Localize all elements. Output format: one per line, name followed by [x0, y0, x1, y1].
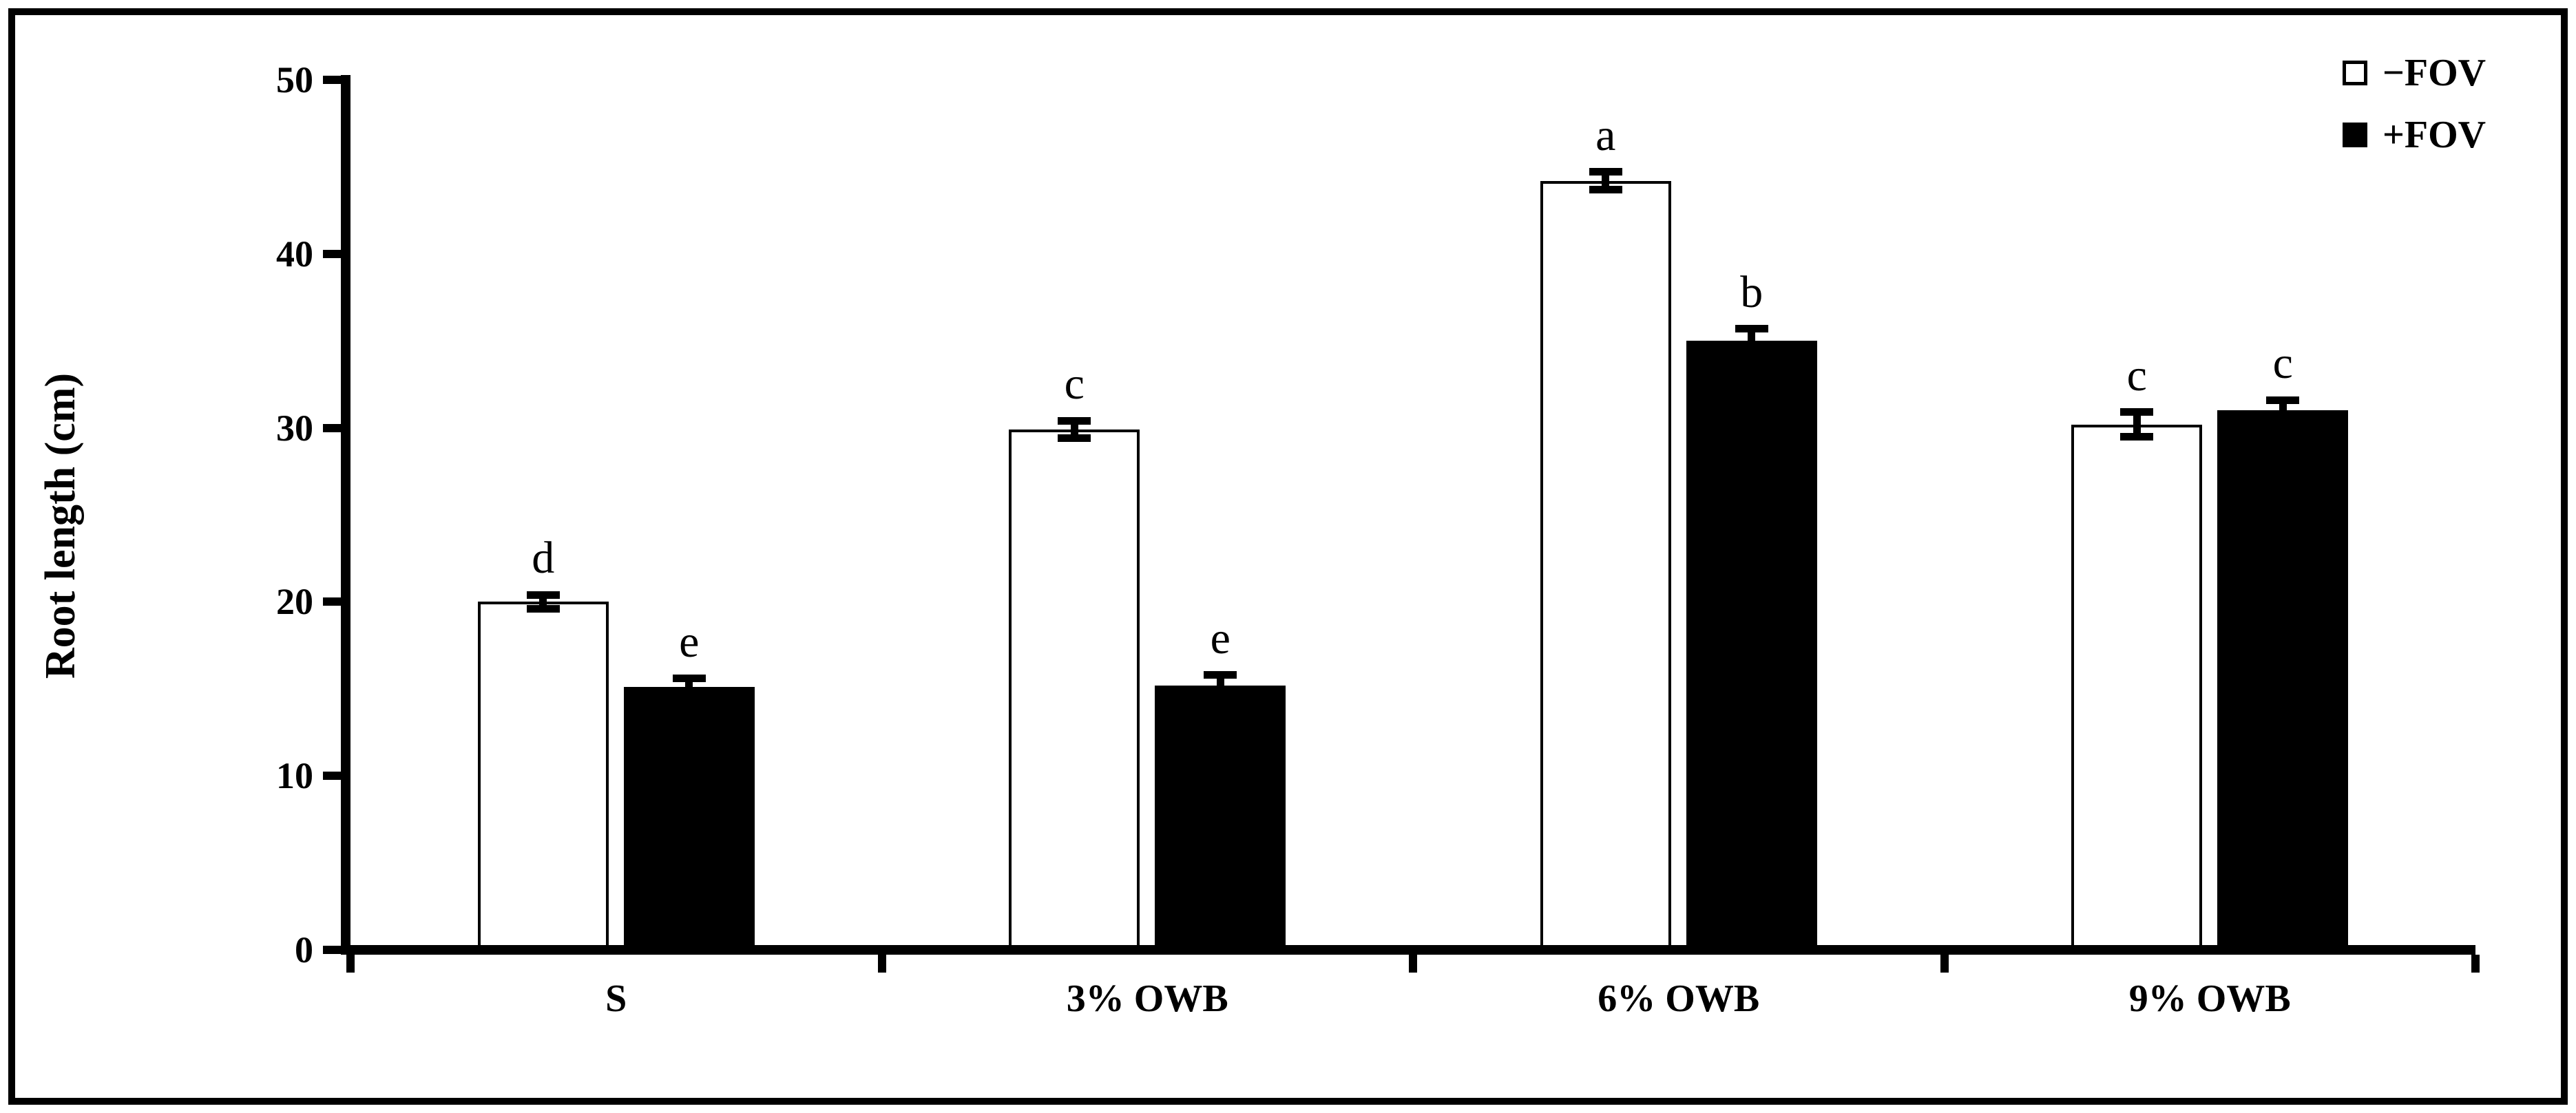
bar-filled-6-owb — [1686, 341, 1817, 955]
error-bar-cap-bottom — [1058, 434, 1091, 443]
error-bar-cap-top — [1204, 671, 1237, 679]
significance-letter: c — [1064, 359, 1085, 410]
y-axis-tick-label: 0 — [295, 929, 313, 971]
y-axis-tick — [323, 249, 341, 258]
bar-open-6-owb — [1540, 180, 1671, 955]
error-bar-line — [685, 678, 693, 696]
error-bar-cap-bottom — [1589, 185, 1622, 193]
error-bar-cap-top — [2120, 408, 2154, 416]
bar-open-s — [477, 602, 609, 955]
filled-square-swatch-icon — [2343, 123, 2367, 147]
bar-filled-3-owb — [1155, 685, 1286, 955]
y-axis-tick — [323, 772, 341, 781]
error-bar-cap-top — [1735, 325, 1768, 332]
bar-open-9-owb — [2071, 424, 2203, 955]
x-axis-tick — [2471, 955, 2480, 973]
open-square-swatch-icon — [2343, 61, 2367, 85]
error-bar-cap-top — [526, 591, 560, 599]
error-bar-line — [1216, 675, 1224, 696]
legend-label-minus-fov: −FOV — [2383, 52, 2486, 94]
error-bar-line — [2279, 400, 2287, 421]
y-axis-tick-label: 50 — [276, 59, 313, 100]
y-axis-tick — [323, 76, 341, 84]
legend: −FOV +FOV — [2343, 51, 2486, 175]
x-axis-tick — [1409, 955, 1417, 973]
error-bar-line — [539, 595, 547, 609]
x-axis-category-label: 9% OWB — [2128, 977, 2291, 1020]
significance-letter: a — [1595, 109, 1616, 160]
error-bar-line — [1748, 328, 1756, 353]
significance-letter: e — [679, 616, 700, 667]
y-axis-tick-label: 10 — [276, 755, 313, 797]
x-axis-category-label: S — [605, 977, 627, 1020]
error-bar-cap-top — [2266, 396, 2300, 404]
y-axis-title: Root length (cm) — [37, 372, 84, 679]
y-axis-tick-label: 30 — [276, 407, 313, 449]
bar-open-3-owb — [1009, 430, 1140, 955]
legend-item-plus-fov: +FOV — [2343, 113, 2486, 157]
y-axis-tick — [323, 946, 341, 954]
x-axis-tick — [346, 955, 355, 973]
bar-filled-9-owb — [2217, 410, 2349, 955]
significance-letter: c — [2126, 350, 2147, 401]
bar-filled-s — [623, 687, 755, 955]
significance-letter: c — [2272, 338, 2293, 389]
significance-letter: e — [1210, 613, 1231, 664]
y-axis-line — [341, 75, 350, 955]
x-axis-tick — [877, 955, 886, 973]
error-bar-cap-bottom — [1204, 692, 1237, 700]
legend-item-minus-fov: −FOV — [2343, 51, 2486, 95]
error-bar-line — [1602, 171, 1610, 190]
error-bar-cap-bottom — [2120, 432, 2154, 441]
y-axis-tick-label: 40 — [276, 233, 313, 275]
error-bar-line — [1070, 421, 1078, 438]
error-bar-cap-top — [672, 675, 706, 683]
significance-letter: b — [1740, 266, 1763, 317]
y-axis-tick — [323, 423, 341, 432]
x-axis-category-label: 3% OWB — [1066, 977, 1228, 1020]
error-bar-cap-bottom — [672, 692, 706, 700]
y-axis-tick — [323, 597, 341, 606]
error-bar-cap-bottom — [2266, 416, 2300, 425]
y-axis-tick-label: 20 — [276, 581, 313, 623]
error-bar-line — [2133, 412, 2141, 437]
significance-letter: d — [532, 533, 555, 584]
error-bar-cap-top — [1589, 168, 1622, 176]
x-axis-tick — [1940, 955, 1949, 973]
legend-label-plus-fov: +FOV — [2383, 114, 2486, 156]
error-bar-cap-bottom — [526, 605, 560, 613]
x-axis-line — [341, 945, 2475, 955]
error-bar-cap-bottom — [1735, 349, 1768, 357]
x-axis-category-label: 6% OWB — [1598, 977, 1760, 1020]
error-bar-cap-top — [1058, 416, 1091, 425]
